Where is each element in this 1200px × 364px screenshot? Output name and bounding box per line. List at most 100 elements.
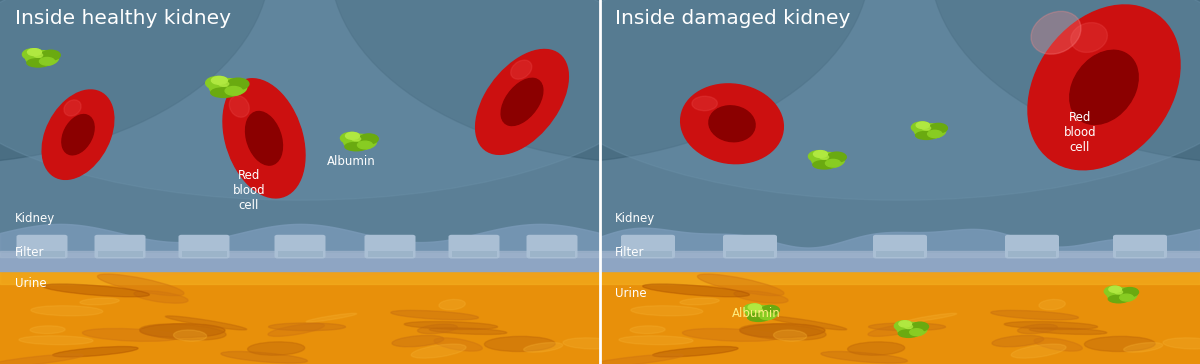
Ellipse shape: [680, 84, 784, 164]
Ellipse shape: [1018, 324, 1057, 334]
FancyBboxPatch shape: [277, 250, 323, 257]
Ellipse shape: [1120, 294, 1133, 301]
Ellipse shape: [343, 134, 377, 150]
Ellipse shape: [0, 354, 83, 364]
Ellipse shape: [746, 306, 778, 320]
Ellipse shape: [847, 342, 905, 355]
Ellipse shape: [475, 50, 569, 154]
Ellipse shape: [826, 159, 840, 167]
Ellipse shape: [511, 60, 532, 79]
Ellipse shape: [211, 76, 227, 84]
Ellipse shape: [523, 343, 563, 352]
Ellipse shape: [223, 79, 305, 198]
Ellipse shape: [899, 330, 919, 337]
Ellipse shape: [869, 323, 946, 331]
Text: Inside damaged kidney: Inside damaged kidney: [616, 9, 851, 28]
Ellipse shape: [359, 134, 378, 144]
Ellipse shape: [1034, 338, 1082, 351]
FancyBboxPatch shape: [624, 250, 672, 257]
FancyBboxPatch shape: [600, 268, 1200, 364]
FancyBboxPatch shape: [1008, 250, 1056, 257]
Ellipse shape: [894, 321, 913, 331]
Ellipse shape: [1163, 338, 1200, 349]
Ellipse shape: [992, 335, 1044, 347]
Ellipse shape: [1109, 295, 1129, 303]
Circle shape: [0, 0, 270, 164]
Ellipse shape: [1108, 288, 1136, 302]
Text: Urine: Urine: [616, 286, 647, 300]
Ellipse shape: [680, 298, 719, 305]
Ellipse shape: [643, 284, 749, 297]
Text: Kidney: Kidney: [14, 212, 55, 225]
FancyBboxPatch shape: [275, 235, 325, 258]
Ellipse shape: [766, 316, 847, 330]
Ellipse shape: [1070, 23, 1108, 52]
Text: Albumin: Albumin: [326, 155, 376, 169]
Ellipse shape: [821, 352, 907, 363]
Ellipse shape: [134, 291, 188, 303]
Ellipse shape: [740, 324, 824, 337]
FancyBboxPatch shape: [19, 250, 65, 257]
Ellipse shape: [1004, 321, 1098, 329]
Ellipse shape: [352, 137, 361, 141]
Ellipse shape: [42, 90, 114, 179]
Ellipse shape: [41, 50, 60, 60]
Ellipse shape: [25, 51, 59, 66]
Ellipse shape: [1115, 290, 1122, 294]
Ellipse shape: [31, 306, 103, 316]
Ellipse shape: [739, 324, 826, 340]
FancyBboxPatch shape: [527, 235, 577, 258]
Circle shape: [930, 0, 1200, 164]
Ellipse shape: [64, 100, 82, 116]
Ellipse shape: [1069, 50, 1139, 124]
Ellipse shape: [247, 342, 305, 355]
Ellipse shape: [912, 322, 929, 331]
Ellipse shape: [430, 328, 506, 335]
Ellipse shape: [83, 328, 180, 341]
Ellipse shape: [26, 59, 49, 67]
Ellipse shape: [434, 338, 482, 351]
FancyBboxPatch shape: [726, 250, 774, 257]
Ellipse shape: [306, 313, 356, 322]
Ellipse shape: [540, 0, 1200, 200]
Text: Urine: Urine: [14, 277, 47, 290]
Ellipse shape: [774, 330, 806, 341]
Ellipse shape: [19, 336, 94, 345]
Ellipse shape: [749, 304, 762, 310]
FancyBboxPatch shape: [95, 235, 145, 258]
FancyBboxPatch shape: [449, 235, 499, 258]
Ellipse shape: [205, 76, 230, 90]
FancyBboxPatch shape: [1114, 235, 1166, 258]
FancyBboxPatch shape: [1116, 250, 1164, 257]
FancyBboxPatch shape: [1006, 235, 1060, 258]
Ellipse shape: [812, 161, 835, 169]
Ellipse shape: [653, 347, 738, 357]
Ellipse shape: [906, 313, 956, 322]
FancyBboxPatch shape: [181, 250, 227, 257]
Ellipse shape: [43, 284, 149, 297]
Ellipse shape: [809, 151, 830, 162]
FancyBboxPatch shape: [529, 250, 575, 257]
Ellipse shape: [619, 336, 694, 345]
Ellipse shape: [630, 326, 665, 333]
Ellipse shape: [1109, 286, 1122, 292]
Ellipse shape: [28, 49, 41, 56]
Ellipse shape: [1031, 11, 1081, 54]
Ellipse shape: [1122, 288, 1139, 297]
Ellipse shape: [811, 153, 845, 168]
Ellipse shape: [898, 323, 926, 336]
Ellipse shape: [820, 155, 829, 159]
FancyBboxPatch shape: [622, 235, 674, 258]
Ellipse shape: [218, 82, 229, 86]
Text: Filter: Filter: [14, 246, 44, 260]
Ellipse shape: [23, 49, 44, 60]
Ellipse shape: [1039, 300, 1066, 310]
Ellipse shape: [631, 306, 703, 316]
Ellipse shape: [923, 126, 931, 130]
Text: Filter: Filter: [616, 246, 644, 260]
Ellipse shape: [868, 324, 924, 336]
Ellipse shape: [697, 274, 784, 296]
Ellipse shape: [97, 274, 184, 296]
Ellipse shape: [227, 78, 248, 90]
Ellipse shape: [899, 321, 912, 327]
